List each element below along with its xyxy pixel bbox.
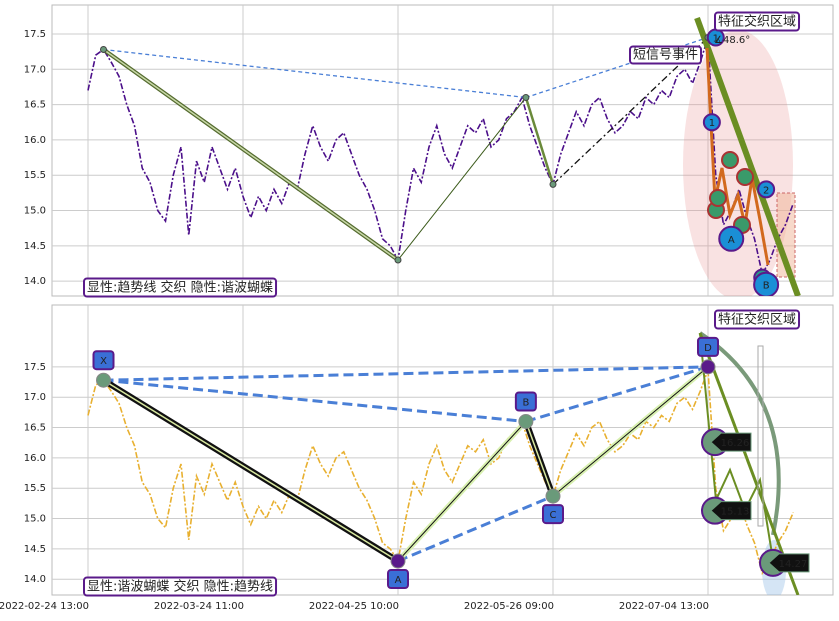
slim-rect	[757, 345, 764, 527]
pattern-line	[103, 379, 399, 562]
plot-area	[51, 4, 834, 297]
x-tick-label: 2022-04-25 10:00	[309, 601, 399, 612]
pattern-line	[552, 366, 709, 497]
target-label: 15.13	[721, 507, 750, 518]
pattern-point	[96, 372, 111, 388]
pattern-point	[522, 94, 530, 102]
pattern-point	[100, 45, 107, 53]
point-box	[92, 350, 115, 371]
pattern-line	[524, 97, 555, 185]
annotation-label: 显性:谐波蝴蝶 交织 隐性:趋势线	[87, 579, 273, 595]
pattern-line	[103, 378, 527, 423]
annotation-label: 特征交织区域	[718, 312, 796, 328]
marker-label: 1	[709, 118, 715, 129]
pattern-line	[525, 36, 709, 99]
marker	[753, 271, 780, 296]
y-tick-label: 14.5	[24, 241, 46, 252]
note-marker	[721, 151, 739, 169]
x-tick-label: 2022-02-24 13:00	[0, 601, 89, 612]
marker	[702, 113, 721, 132]
y-tick-label: 16.5	[24, 100, 46, 111]
pattern-line	[397, 494, 554, 563]
y-tick-label: 14.5	[24, 544, 46, 555]
wave	[699, 332, 774, 561]
price-line	[87, 369, 794, 576]
pattern-line	[525, 365, 709, 423]
point-box	[697, 336, 719, 357]
y-tick-label: 16.0	[24, 135, 46, 146]
pattern-line	[525, 421, 554, 497]
y-tick-label: 14.0	[24, 276, 46, 287]
arc	[698, 331, 781, 536]
point-label: A	[395, 575, 402, 586]
y-tick-label: 15.0	[24, 514, 46, 525]
y-tick-label: 15.5	[24, 483, 46, 494]
trend-line	[694, 16, 801, 296]
pattern-line	[552, 37, 709, 185]
marker	[718, 225, 745, 252]
pattern-point	[394, 256, 402, 264]
pattern-point	[518, 413, 534, 429]
target-arrow	[768, 553, 810, 573]
point-box	[514, 391, 537, 412]
point-label: B	[522, 397, 529, 408]
y-tick-label: 17.5	[24, 362, 46, 373]
note-marker	[709, 189, 727, 207]
target-label: 14.27	[779, 559, 808, 570]
angle-label: ∡48.6°	[714, 35, 750, 46]
annotation-box	[629, 45, 703, 65]
marker	[757, 180, 776, 199]
annotation-box	[714, 11, 801, 32]
pattern-line	[397, 421, 527, 562]
marker-label: A	[728, 235, 735, 246]
marker-label: 2	[763, 185, 769, 196]
trend-line	[698, 332, 800, 595]
y-tick-label: 17.0	[24, 392, 46, 403]
pattern-line	[397, 97, 527, 261]
point-label: X	[100, 356, 107, 367]
annotation-box	[83, 576, 278, 597]
annotation-label: 特征交织区域	[718, 14, 796, 30]
marker-label: 1	[713, 33, 719, 44]
pattern-line	[103, 48, 399, 261]
point-box	[542, 504, 564, 525]
point-box	[387, 569, 409, 590]
marker-label: B	[763, 281, 770, 292]
point-label: C	[550, 510, 557, 521]
y-tick-label: 15.5	[24, 170, 46, 181]
plot	[87, 331, 800, 595]
pattern-point	[549, 180, 557, 188]
pattern-point	[390, 553, 406, 569]
plot: 1123AB	[87, 16, 801, 296]
target-arrow	[710, 432, 752, 452]
price-line	[87, 37, 795, 277]
y-tick-label: 17.5	[24, 29, 46, 40]
annotation-box	[83, 277, 278, 298]
pattern-line	[103, 48, 526, 99]
pattern-point	[545, 488, 561, 504]
x-tick-label: 2022-03-24 11:00	[154, 601, 244, 612]
note-marker	[736, 168, 754, 186]
pattern-point	[700, 359, 716, 375]
annotation-label: 短信号事件	[633, 48, 698, 63]
target-label: 16.26	[721, 438, 750, 449]
y-tick-label: 14.0	[24, 574, 46, 585]
annotation-label: 显性:趋势线 交织 隐性:谐波蝴蝶	[87, 280, 273, 296]
x-tick-label: 2022-07-04 13:00	[619, 601, 709, 612]
target-arrow	[710, 501, 752, 521]
y-tick-label: 15.0	[24, 206, 46, 217]
x-tick-label: 2022-05-26 09:00	[464, 601, 554, 612]
annotation-box	[714, 309, 801, 330]
y-tick-label: 16.5	[24, 423, 46, 434]
y-tick-label: 17.0	[24, 64, 46, 75]
pattern-line	[103, 365, 709, 382]
point-label: D	[704, 343, 712, 354]
y-tick-label: 16.0	[24, 453, 46, 464]
